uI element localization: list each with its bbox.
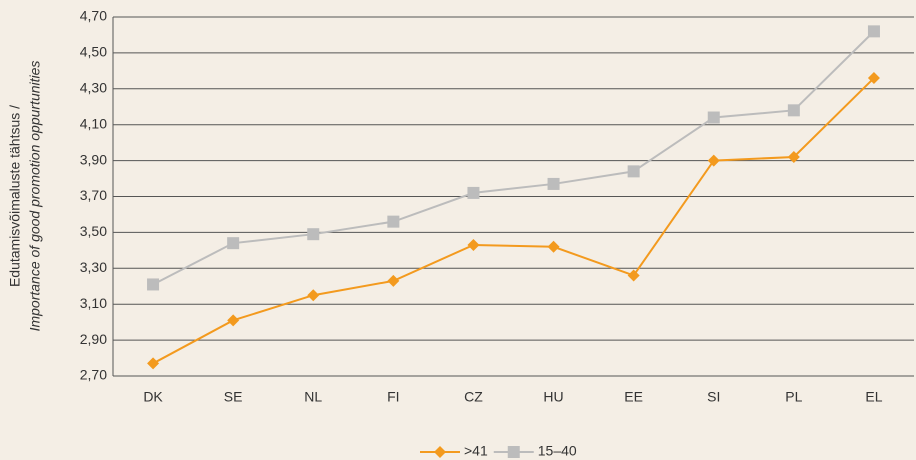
x-tick-label: CZ	[464, 389, 483, 405]
point	[627, 165, 640, 178]
series-line	[152, 30, 875, 286]
y-tick-label: 4,10	[80, 115, 107, 131]
y-tick-label: 2,70	[80, 367, 107, 383]
point	[147, 278, 160, 291]
y-tick-label: 4,30	[80, 80, 107, 96]
point	[227, 237, 240, 250]
y-tick-label: 4,50	[80, 44, 107, 60]
x-tick-label: DK	[143, 389, 163, 405]
point	[547, 177, 560, 190]
legend-marker	[434, 446, 446, 458]
point	[707, 111, 720, 124]
y-tick-label: 3,90	[80, 151, 107, 167]
x-tick-label: HU	[543, 389, 563, 405]
point	[787, 104, 800, 117]
legend-label: 15–40	[538, 443, 577, 459]
point	[467, 238, 480, 251]
point	[307, 289, 320, 302]
series-line	[152, 77, 875, 365]
point	[547, 240, 560, 253]
legend-label: >41	[464, 443, 488, 459]
point	[627, 269, 640, 282]
point	[867, 25, 880, 38]
y-tick-label: 3,10	[80, 295, 107, 311]
y-tick-label: 3,30	[80, 259, 107, 275]
y-tick-label: 3,70	[80, 187, 107, 203]
x-tick-label: EE	[624, 389, 643, 405]
x-tick-label: EL	[865, 389, 882, 405]
point	[227, 314, 240, 327]
y-axis-label: Edutamisvõimaluste tähtsus /	[7, 105, 23, 287]
point	[467, 186, 480, 199]
y-axis-label: Importance of good promotion oppurtuniti…	[27, 61, 43, 332]
point	[387, 274, 400, 287]
x-tick-label: PL	[785, 389, 802, 405]
x-tick-label: SI	[707, 389, 720, 405]
point	[707, 154, 720, 167]
y-tick-label: 3,50	[80, 223, 107, 239]
point	[387, 215, 400, 228]
x-tick-label: NL	[304, 389, 322, 405]
point	[147, 357, 160, 370]
x-tick-label: FI	[387, 389, 399, 405]
y-tick-label: 2,90	[80, 331, 107, 347]
x-tick-label: SE	[224, 389, 243, 405]
legend-marker	[507, 446, 520, 458]
y-tick-label: 4,70	[80, 8, 107, 24]
point	[867, 72, 880, 85]
point	[787, 151, 800, 164]
point	[307, 228, 320, 241]
